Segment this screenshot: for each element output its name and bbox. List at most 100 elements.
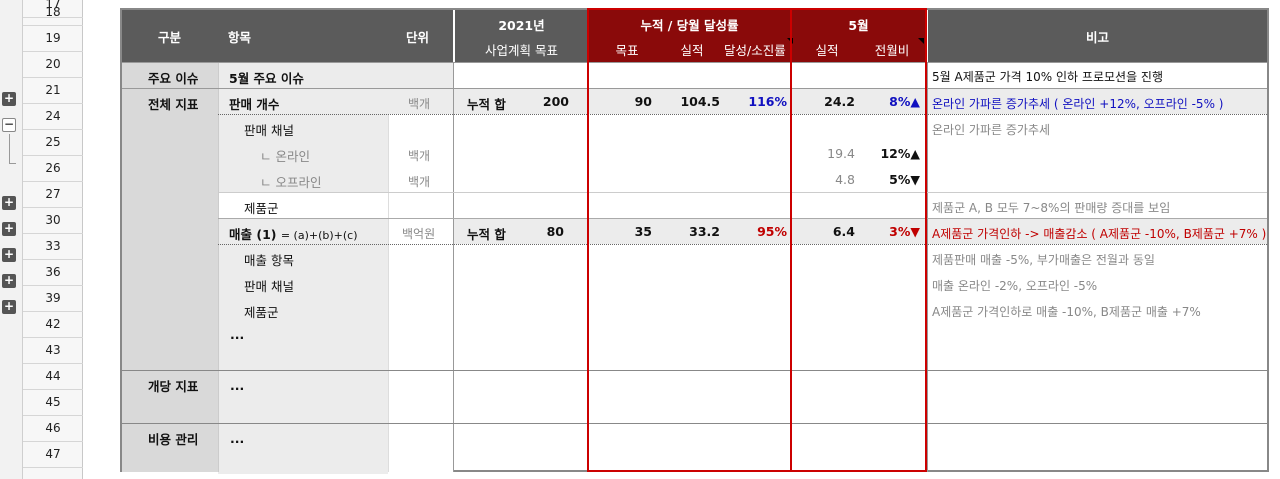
expand-rows-button[interactable]: + [2, 247, 16, 262]
row-number[interactable]: 36 [23, 260, 83, 286]
header-year-sub: 사업계획 목표 [485, 43, 558, 58]
row-number[interactable]: 20 [23, 52, 83, 78]
grid-line [218, 62, 219, 472]
revenue-actual[interactable]: 33.2 [689, 224, 720, 239]
ellipsis-per-unit[interactable]: ... [230, 378, 245, 393]
grid-line-dotted [218, 114, 1267, 115]
ellipsis-overall[interactable]: ... [230, 327, 245, 342]
row-number[interactable]: 45 [23, 390, 83, 416]
row-header-column: 17 18 19 20 21 24 25 26 27 30 33 36 39 4… [23, 0, 83, 479]
sales-count-mom[interactable]: 8%▲ [889, 94, 920, 109]
sales-count-basis[interactable]: 누적 합 [467, 97, 506, 112]
header-item: 항목 [228, 30, 252, 45]
grid-line [388, 114, 389, 472]
collapse-rows-button[interactable]: − [2, 117, 16, 132]
online-item[interactable]: ㄴ 온라인 [260, 149, 310, 164]
offline-mom[interactable]: 5%▼ [889, 172, 920, 187]
product-group-note[interactable]: 제품군 A, B 모두 7~8%의 판매량 증대를 보임 [932, 201, 1171, 215]
offline-month[interactable]: 4.8 [835, 172, 855, 187]
row-number[interactable]: 26 [23, 156, 83, 182]
product-group-item[interactable]: 제품군 [244, 201, 279, 216]
rev-items-note[interactable]: 제품판매 매출 -5%, 부가매출은 전월과 동일 [932, 253, 1155, 267]
comment-marker-icon[interactable] [918, 38, 924, 44]
expand-rows-button[interactable]: + [2, 299, 16, 314]
sales-count-actual[interactable]: 104.5 [680, 94, 720, 109]
expand-rows-button[interactable]: + [2, 91, 16, 106]
report-table: 구분 항목 단위 2021년 사업계획 목표 누적 / 당월 달성률 목표 실적… [120, 8, 1269, 474]
issue-item[interactable]: 5월 주요 이슈 [229, 71, 304, 86]
section-overall[interactable]: 전체 지표 [148, 97, 199, 112]
grid-line [122, 423, 1267, 424]
online-unit[interactable]: 백개 [408, 149, 431, 163]
row-number[interactable]: 27 [23, 182, 83, 208]
online-mom[interactable]: 12%▲ [880, 146, 920, 161]
grid-line [218, 192, 1267, 193]
row-number[interactable]: 17 [23, 0, 83, 18]
rev-product-item[interactable]: 제품군 [244, 305, 279, 320]
section-cost[interactable]: 비용 관리 [148, 432, 199, 447]
revenue-plan[interactable]: 80 [546, 224, 564, 239]
category-column-bg [122, 62, 218, 472]
row-number[interactable]: 46 [23, 416, 83, 442]
sales-count-target[interactable]: 90 [634, 94, 652, 109]
rev-channel-item[interactable]: 판매 채널 [244, 279, 294, 294]
rev-product-note[interactable]: A제품군 가격인하로 매출 -10%, B제품군 매출 +7% [932, 305, 1201, 319]
row-number[interactable]: 33 [23, 234, 83, 260]
sales-count-unit[interactable]: 백개 [408, 97, 431, 111]
row-number[interactable]: 19 [23, 26, 83, 52]
row-number[interactable]: 42 [23, 312, 83, 338]
revenue-basis[interactable]: 누적 합 [467, 227, 506, 242]
row-number[interactable]: 44 [23, 364, 83, 390]
ellipsis-cost[interactable]: ... [230, 431, 245, 446]
online-month[interactable]: 19.4 [827, 146, 855, 161]
header-cum-actual: 실적 [680, 43, 704, 58]
rev-channel-note[interactable]: 매출 온라인 -2%, 오프라인 -5% [932, 279, 1098, 293]
row-number[interactable]: 47 [23, 442, 83, 468]
sales-row-full-bg [218, 88, 1267, 114]
row-number[interactable]: 24 [23, 104, 83, 130]
issue-row-bg [218, 62, 453, 88]
revenue-target[interactable]: 35 [634, 224, 652, 239]
header-unit: 단위 [406, 30, 430, 45]
issue-note[interactable]: 5월 A제품군 가격 10% 인하 프로모션을 진행 [932, 70, 1164, 84]
header-month-mom: 전월비 [874, 43, 910, 58]
revenue-label: 매출 (1) [229, 227, 277, 242]
sales-count-rate[interactable]: 116% [748, 94, 787, 109]
row-number[interactable]: 39 [23, 286, 83, 312]
section-per-unit[interactable]: 개당 지표 [148, 379, 199, 394]
row-number[interactable]: 18 [23, 0, 83, 26]
row-number[interactable]: 43 [23, 338, 83, 364]
outline-bracket-line [9, 134, 10, 164]
header-month-title: 5월 [848, 18, 869, 33]
revenue-month[interactable]: 6.4 [832, 224, 855, 239]
revenue-unit[interactable]: 백억원 [402, 227, 436, 241]
expand-rows-button[interactable]: + [2, 195, 16, 210]
revenue-rate[interactable]: 95% [757, 224, 787, 239]
row-number[interactable]: 21 [23, 78, 83, 104]
channel-item[interactable]: 판매 채널 [244, 123, 294, 138]
offline-unit[interactable]: 백개 [408, 175, 431, 189]
row-number[interactable]: 30 [23, 208, 83, 234]
header-cum-rate: 달성/소진률 [724, 43, 786, 58]
lower-rows-bg [218, 374, 388, 474]
grid-line [453, 62, 454, 472]
channel-note[interactable]: 온라인 가파른 증가추세 [932, 123, 1051, 137]
revenue-item[interactable]: 매출 (1) = (a)+(b)+(c) [229, 224, 358, 243]
rev-items-item[interactable]: 매출 항목 [244, 253, 294, 268]
sales-count-plan[interactable]: 200 [542, 94, 569, 109]
expand-rows-button[interactable]: + [2, 221, 16, 236]
grid-line [218, 218, 1267, 219]
offline-item[interactable]: ㄴ 오프라인 [260, 175, 322, 190]
grid-line-dotted [218, 244, 1267, 245]
sales-count-item[interactable]: 판매 개수 [229, 97, 280, 112]
section-main-issue[interactable]: 주요 이슈 [148, 71, 199, 86]
sales-count-month[interactable]: 24.2 [824, 94, 855, 109]
header-note [928, 10, 1267, 62]
row-number[interactable]: 25 [23, 130, 83, 156]
sales-count-note[interactable]: 온라인 가파른 증가추세 ( 온라인 +12%, 오프라인 -5% ) [932, 97, 1224, 111]
expand-rows-button[interactable]: + [2, 273, 16, 288]
revenue-note[interactable]: A제품군 가격인하 -> 매출감소 ( A제품군 -10%, B제품군 +7% … [932, 227, 1267, 241]
revenue-mom[interactable]: 3%▼ [889, 224, 920, 239]
header-year [455, 10, 588, 62]
header-note-label: 비고 [1085, 30, 1109, 45]
